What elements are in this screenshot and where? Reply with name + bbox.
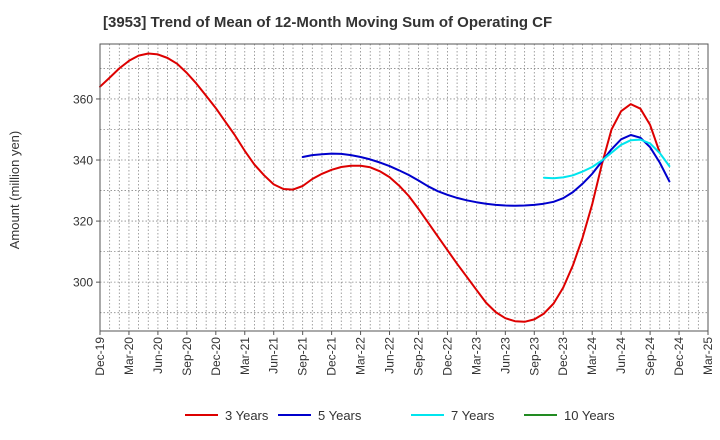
grid-lines: [100, 44, 708, 331]
x-tick-label: Jun-21: [267, 337, 281, 374]
plot-area-frame: [100, 44, 708, 331]
legend: 3 Years 5 Years 7 Years 10 Years: [185, 408, 615, 423]
x-tick-label: Jun-20: [151, 337, 165, 374]
x-tick-label: Sep-22: [411, 337, 425, 376]
x-tick-label: Dec-24: [672, 337, 686, 376]
x-tick-label: Sep-20: [180, 337, 194, 376]
y-tick-label: 300: [73, 276, 93, 290]
y-axis-ticks: 300 320 340 360: [73, 92, 100, 289]
legend-label: 3 Years: [225, 408, 269, 423]
x-tick-label: Mar-20: [122, 337, 136, 375]
x-tick-label: Dec-19: [93, 337, 107, 376]
x-tick-label: Dec-22: [440, 337, 454, 376]
y-tick-label: 320: [73, 215, 93, 229]
x-tick-label: Jun-23: [498, 337, 512, 374]
legend-label: 7 Years: [451, 408, 495, 423]
x-tick-label: Sep-21: [296, 337, 310, 376]
x-tick-label: Mar-22: [354, 337, 368, 375]
x-axis-ticks: Dec-19 Mar-20 Jun-20 Sep-20 Dec-20 Mar-21 Jun-…: [93, 331, 715, 376]
x-tick-label: Sep-23: [527, 337, 541, 376]
line-chart: 300320340360 Dec-19 Mar-20 Jun-20 Sep-20 Dec…: [0, 0, 720, 440]
x-tick-label: Jun-24: [614, 337, 628, 374]
y-axis-label: Amount (million yen): [7, 131, 22, 250]
x-tick-label: Dec-20: [209, 337, 223, 376]
x-tick-label: Mar-25: [701, 337, 715, 375]
x-tick-label: Mar-24: [585, 337, 599, 375]
series-lines: [100, 54, 669, 322]
x-tick-label: Mar-23: [469, 337, 483, 375]
y-tick-label: 340: [73, 154, 93, 168]
x-tick-label: Dec-21: [325, 337, 339, 376]
y-tick-label: 360: [73, 92, 93, 106]
legend-label: 10 Years: [564, 408, 615, 423]
x-tick-label: Jun-22: [383, 337, 397, 374]
x-tick-label: Sep-24: [643, 337, 657, 376]
legend-label: 5 Years: [318, 408, 362, 423]
x-tick-label: Mar-21: [238, 337, 252, 375]
x-tick-label: Dec-23: [556, 337, 570, 376]
